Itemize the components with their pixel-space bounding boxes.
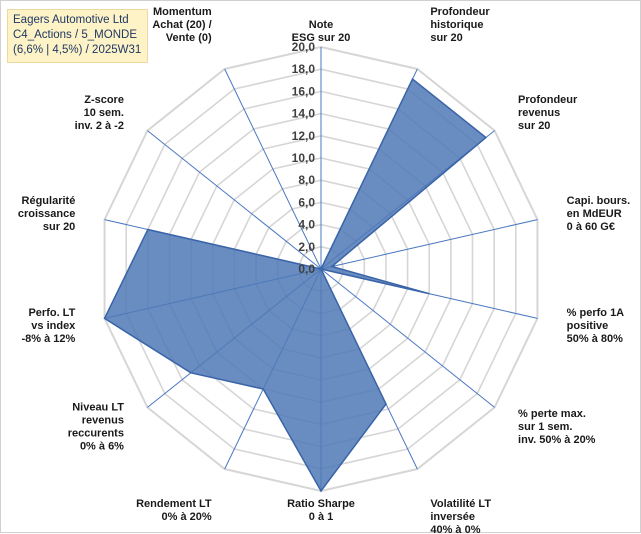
category-label: % perfo 1A positive 50% à 80%	[567, 307, 625, 345]
category-label-line: revenus	[82, 415, 124, 427]
category-label-line: inv. 50% à 20%	[518, 434, 596, 446]
category-label: Perfo. LT vs index -8% à 12%	[22, 307, 77, 345]
category-label-line: Profondeur	[430, 6, 490, 18]
category-label-line: Rendement LT	[136, 498, 212, 510]
category-label: Momentum Achat (20) / Vente (0)	[152, 6, 212, 44]
category-label: Profondeur revenus sur 20	[518, 94, 578, 132]
info-box: Eagers Automotive Ltd C4_Actions / 5_MON…	[7, 9, 149, 63]
category-label-line: Capi. bours.	[567, 195, 631, 207]
tick-label: 2,0	[298, 240, 315, 254]
category-label: Ratio Sharpe 0 à 1	[287, 498, 355, 523]
category-label-line: historique	[430, 19, 483, 31]
category-label: Note ESG sur 20	[292, 19, 351, 44]
category-label-line: 50% à 80%	[567, 333, 623, 345]
category-label-line: inv. 2 à -2	[75, 120, 124, 132]
info-box-company: Eagers Automotive Ltd	[13, 14, 129, 26]
category-label: Capi. bours. en MdEUR 0 à 60 G€	[567, 195, 631, 233]
category-label-line: -8% à 12%	[22, 333, 76, 345]
category-label-line: sur 20	[518, 120, 550, 132]
radar-series	[103, 77, 488, 493]
category-label-line: Note	[309, 19, 333, 31]
category-label-line: revenus	[518, 107, 560, 119]
tick-label: 10,0	[292, 151, 316, 165]
radar-spoke	[320, 268, 495, 408]
category-label-line: 0% à 20%	[162, 511, 212, 523]
category-label-line: Perfo. LT	[28, 307, 75, 319]
category-label-line: % perfo 1A	[567, 307, 625, 319]
tick-label: 18,0	[292, 62, 316, 76]
category-label-line: ESG sur 20	[292, 32, 351, 44]
radar-spoke	[224, 68, 322, 270]
category-label-line: 40% à 0%	[430, 524, 480, 534]
category-label-line: sur 1 sem.	[518, 421, 572, 433]
category-label-line: 10 sem.	[84, 107, 124, 119]
category-label-line: Niveau LT	[72, 402, 124, 414]
category-label-line: positive	[567, 320, 609, 332]
series-area	[103, 77, 488, 493]
category-label-line: sur 20	[43, 221, 75, 233]
category-label-line: Vente (0)	[166, 32, 212, 44]
tick-label: 20,0	[292, 40, 316, 54]
radial-tick-labels: 0,0 2,0 4,0 6,0 8,0 10,0 12,0 14,0 16,0 18,0 20,0	[292, 40, 316, 276]
category-label-line: 0% à 6%	[80, 441, 124, 453]
category-label-line: Achat (20) /	[152, 19, 211, 31]
tick-label: 4,0	[298, 218, 315, 232]
category-label: Profondeur historique sur 20	[430, 6, 490, 44]
category-label-line: Z-score	[84, 94, 124, 106]
category-label-line: Volatilité LT	[430, 498, 491, 510]
tick-label: 6,0	[298, 195, 315, 209]
radar-spoke	[147, 130, 322, 270]
category-label-line: en MdEUR	[567, 208, 622, 220]
category-label-line: 0 à 1	[309, 511, 333, 523]
category-label-line: inversée	[430, 511, 475, 523]
category-label-line: reccurents	[68, 428, 124, 440]
category-label-line: Momentum	[153, 6, 212, 18]
radar-spoke	[320, 219, 538, 270]
category-label: % perte max. sur 1 sem. inv. 50% à 20%	[518, 408, 596, 446]
category-label-line: croissance	[18, 208, 75, 220]
category-label: Rendement LT 0% à 20%	[136, 498, 212, 523]
tick-label: 14,0	[292, 107, 316, 121]
category-label: Régularité croissance sur 20	[18, 195, 75, 233]
tick-label: 8,0	[298, 173, 315, 187]
category-label-line: Ratio Sharpe	[287, 498, 355, 510]
tick-label: 0,0	[298, 262, 315, 276]
category-label-line: Profondeur	[518, 94, 578, 106]
category-label-line: vs index	[31, 320, 76, 332]
category-label-line: % perte max.	[518, 408, 586, 420]
category-label-line: 0 à 60 G€	[567, 221, 615, 233]
category-label-line: Régularité	[22, 195, 76, 207]
tick-label: 16,0	[292, 84, 316, 98]
category-label-line: sur 20	[430, 32, 462, 44]
category-label: Volatilité LT inversée 40% à 0%	[430, 498, 491, 534]
info-box-period: (6,6% | 4,5%) / 2025W31	[13, 44, 142, 56]
category-label: Niveau LT revenus reccurents 0% à 6%	[68, 402, 125, 453]
tick-label: 12,0	[292, 129, 316, 143]
category-label: Z-score 10 sem. inv. 2 à -2	[75, 94, 124, 132]
info-box-category: C4_Actions / 5_MONDE	[13, 29, 137, 41]
